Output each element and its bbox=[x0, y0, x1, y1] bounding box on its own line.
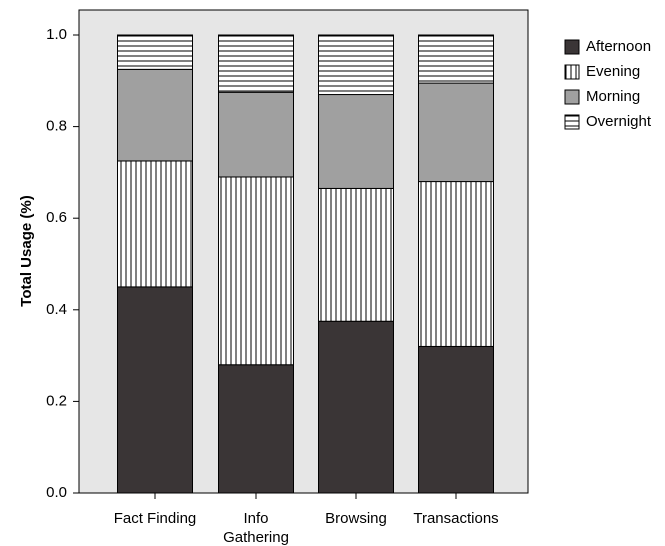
y-tick-label: 0.8 bbox=[46, 118, 67, 135]
bar-segment-afternoon-3 bbox=[418, 345, 494, 494]
bar-segment-overnight-0 bbox=[117, 34, 193, 70]
bar-segment-evening-2 bbox=[318, 187, 394, 322]
legend-swatch-evening bbox=[564, 64, 580, 80]
y-tick-label: 0.2 bbox=[46, 392, 67, 409]
bar-segment-overnight-1 bbox=[218, 34, 294, 93]
bars-group bbox=[117, 34, 494, 494]
bar-segment-afternoon-2 bbox=[318, 320, 394, 494]
legend: Afternoon Evening Morning Overnight bbox=[564, 38, 652, 130]
x-tick-label: Gathering bbox=[223, 529, 289, 546]
bar-segment-morning-3 bbox=[418, 82, 494, 183]
bar-segment-evening-3 bbox=[418, 181, 494, 347]
bar-segment-morning-1 bbox=[218, 91, 294, 178]
bar-segment-overnight-2 bbox=[318, 34, 394, 96]
x-tick-label: Fact Finding bbox=[114, 510, 197, 527]
legend-label-overnight: Overnight bbox=[586, 113, 652, 130]
bar-segment-evening-0 bbox=[117, 160, 193, 288]
x-tick-label: Transactions bbox=[413, 510, 498, 527]
legend-swatch-overnight bbox=[564, 114, 580, 130]
legend-swatch-afternoon bbox=[564, 39, 580, 55]
y-axis: 0.0 0.2 0.4 0.6 0.8 1.0 bbox=[46, 10, 80, 501]
legend-label-evening: Evening bbox=[586, 63, 640, 80]
bar-segment-morning-0 bbox=[117, 68, 193, 162]
legend-label-morning: Morning bbox=[586, 88, 640, 105]
y-axis-title: Total Usage (%) bbox=[18, 195, 35, 306]
legend-label-afternoon: Afternoon bbox=[586, 38, 651, 55]
bar-segment-afternoon-1 bbox=[218, 364, 294, 494]
x-tick-label: Info bbox=[243, 510, 268, 527]
bar-segment-overnight-3 bbox=[418, 34, 494, 84]
legend-swatch-morning bbox=[564, 89, 580, 105]
bar-segment-evening-1 bbox=[218, 176, 294, 366]
bar-segment-morning-2 bbox=[318, 94, 394, 189]
x-tick-label: Browsing bbox=[325, 510, 387, 527]
y-tick-label: 0.6 bbox=[46, 209, 67, 226]
y-tick-label: 1.0 bbox=[46, 26, 67, 43]
x-axis: Fact Finding Info Gathering Browsing Transac… bbox=[79, 492, 528, 546]
bar-segment-afternoon-0 bbox=[117, 286, 193, 494]
y-tick-label: 0.4 bbox=[46, 301, 67, 318]
y-tick-label: 0.0 bbox=[46, 484, 67, 501]
